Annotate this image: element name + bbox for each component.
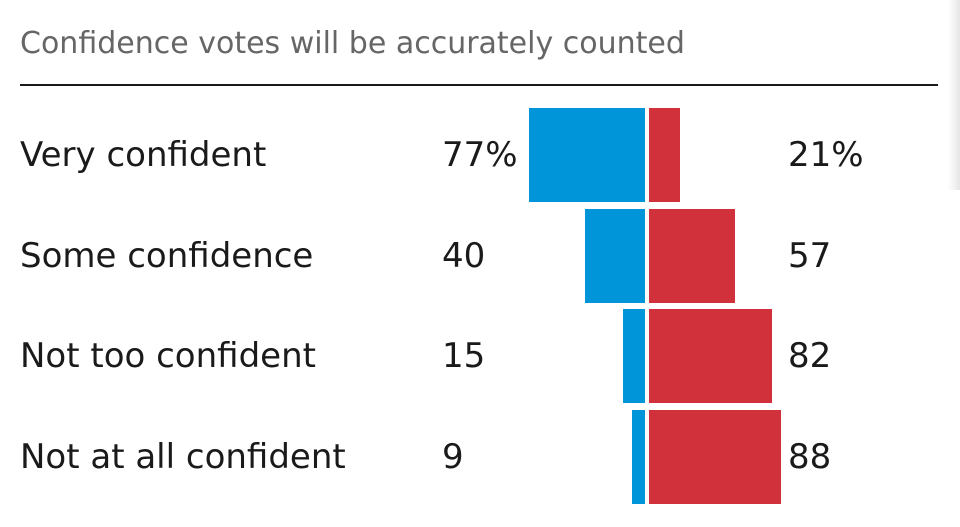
left-bar: [529, 108, 646, 202]
left-value-label: 9: [442, 436, 464, 477]
category-label: Not too confident: [20, 336, 316, 376]
left-bar: [585, 208, 646, 303]
left-bar: [631, 409, 646, 504]
title-divider: [20, 84, 938, 86]
chart-title: Confidence votes will be accurately coun…: [20, 26, 685, 61]
right-value-label: 82: [788, 336, 832, 376]
right-bar: [648, 309, 773, 403]
category-label: Very confident: [20, 135, 267, 175]
right-bar: [648, 108, 681, 202]
left-value-label: 40: [442, 235, 486, 276]
right-bar: [648, 208, 735, 303]
right-value-label: 88: [788, 436, 832, 477]
left-bar: [622, 309, 646, 403]
category-label: Some confidence: [20, 235, 314, 276]
scroll-edge: [948, 0, 960, 190]
right-value-label: 21%: [788, 135, 864, 175]
right-bar: [648, 409, 782, 504]
left-value-label: 15: [442, 336, 486, 376]
right-value-label: 57: [788, 235, 832, 276]
left-value-label: 77%: [442, 135, 518, 175]
category-label: Not at all confident: [20, 436, 346, 477]
